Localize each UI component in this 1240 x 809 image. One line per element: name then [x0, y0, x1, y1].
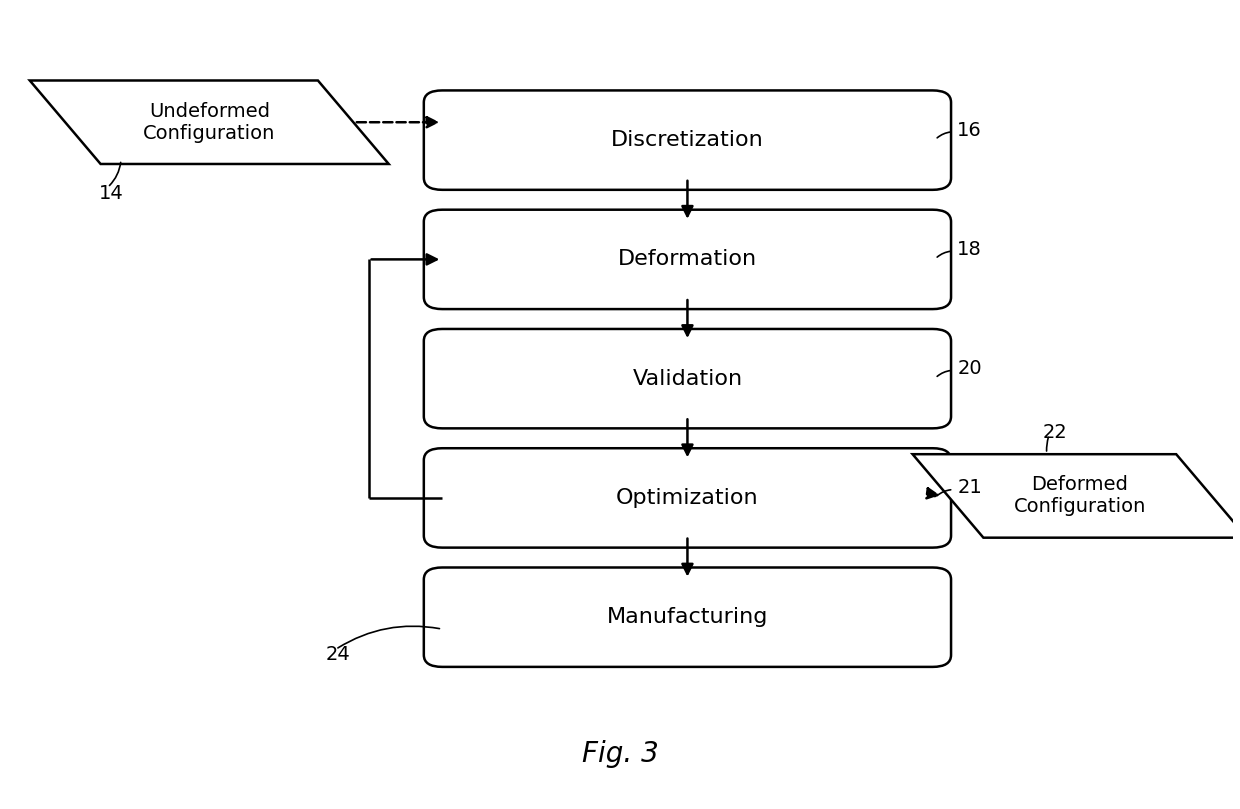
Text: Optimization: Optimization — [616, 488, 759, 508]
Polygon shape — [30, 80, 388, 164]
Text: 18: 18 — [957, 240, 982, 259]
Polygon shape — [913, 454, 1240, 538]
FancyBboxPatch shape — [424, 210, 951, 309]
Text: 16: 16 — [957, 121, 982, 140]
Text: 21: 21 — [957, 478, 982, 498]
Text: 20: 20 — [957, 359, 982, 379]
Text: Fig. 3: Fig. 3 — [582, 740, 658, 769]
Text: 24: 24 — [326, 646, 351, 664]
FancyBboxPatch shape — [424, 91, 951, 190]
FancyBboxPatch shape — [424, 329, 951, 428]
Text: Manufacturing: Manufacturing — [606, 608, 768, 627]
FancyBboxPatch shape — [424, 567, 951, 667]
FancyBboxPatch shape — [424, 448, 951, 548]
Text: 22: 22 — [1043, 423, 1068, 442]
Text: Validation: Validation — [632, 369, 743, 388]
Text: Undeformed
Configuration: Undeformed Configuration — [143, 102, 275, 142]
Text: Discretization: Discretization — [611, 130, 764, 150]
Text: Deformation: Deformation — [618, 249, 756, 269]
Text: Deformed
Configuration: Deformed Configuration — [1013, 476, 1146, 516]
Text: 14: 14 — [99, 184, 124, 203]
